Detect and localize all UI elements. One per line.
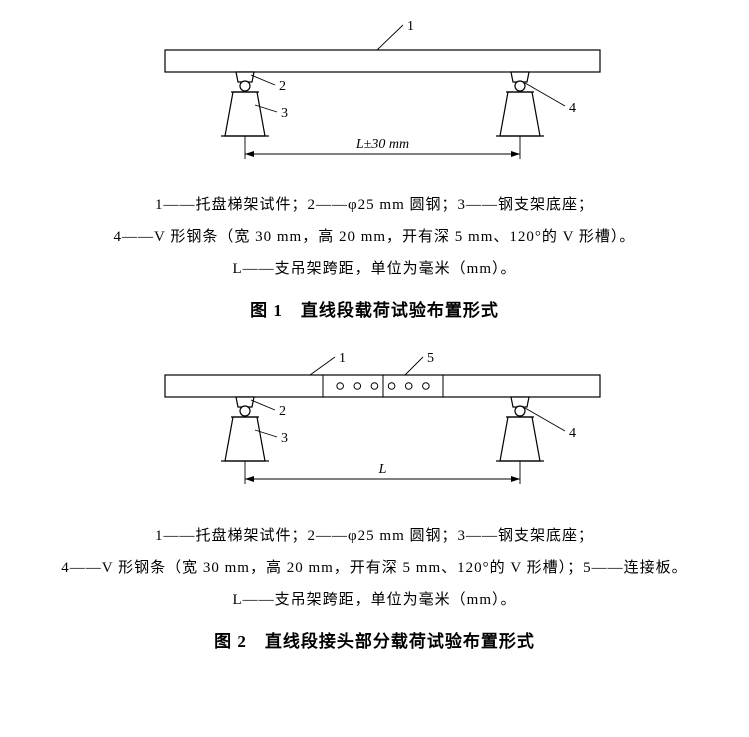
legend-line: 4——V 形钢条（宽 30 mm，高 20 mm，开有深 5 mm、120°的 … bbox=[10, 222, 739, 252]
legend-line: L——支吊架跨距，单位为毫米（mm）。 bbox=[10, 585, 739, 615]
svg-text:L±30 mm: L±30 mm bbox=[354, 137, 408, 152]
figure-1-legend: 1——托盘梯架试件；2——φ25 mm 圆钢；3——钢支架底座； 4——V 形钢… bbox=[10, 190, 739, 284]
legend-line: 1——托盘梯架试件；2——φ25 mm 圆钢；3——钢支架底座； bbox=[10, 190, 739, 220]
figure-2-legend: 1——托盘梯架试件；2——φ25 mm 圆钢；3——钢支架底座； 4——V 形钢… bbox=[10, 521, 739, 615]
svg-text:L: L bbox=[377, 462, 386, 477]
figure-2-block: L 1 5 2 3 4 1——托盘梯架试件；2——φ25 mm 圆钢；3——钢支架底座； … bbox=[10, 351, 739, 652]
legend-line: L——支吊架跨距，单位为毫米（mm）。 bbox=[10, 254, 739, 284]
figure-2-title: 图 2 直线段接头部分载荷试验布置形式 bbox=[10, 627, 739, 652]
figure-1-block: L±30 mm 1 2 3 4 1——托盘梯架试件；2——φ25 mm 圆钢；3——钢支… bbox=[10, 20, 739, 321]
legend-line: 1——托盘梯架试件；2——φ25 mm 圆钢；3——钢支架底座； bbox=[10, 521, 739, 551]
svg-text:2: 2 bbox=[279, 79, 286, 94]
legend-line: 4——V 形钢条（宽 30 mm，高 20 mm，开有深 5 mm、120°的 … bbox=[10, 553, 739, 583]
figure-1-diagram: L±30 mm 1 2 3 4 bbox=[10, 20, 739, 180]
svg-text:4: 4 bbox=[569, 101, 576, 116]
figure-1-svg: L±30 mm 1 2 3 4 bbox=[75, 20, 675, 180]
svg-text:2: 2 bbox=[279, 404, 286, 419]
svg-text:3: 3 bbox=[281, 431, 288, 446]
svg-text:1: 1 bbox=[339, 351, 346, 366]
svg-text:4: 4 bbox=[569, 426, 576, 441]
svg-text:5: 5 bbox=[427, 351, 434, 366]
figure-1-title: 图 1 直线段载荷试验布置形式 bbox=[10, 296, 739, 321]
svg-text:3: 3 bbox=[281, 106, 288, 121]
svg-text:1: 1 bbox=[407, 20, 414, 34]
figure-2-diagram: L 1 5 2 3 4 bbox=[10, 351, 739, 511]
figure-2-svg: L 1 5 2 3 4 bbox=[75, 351, 675, 511]
